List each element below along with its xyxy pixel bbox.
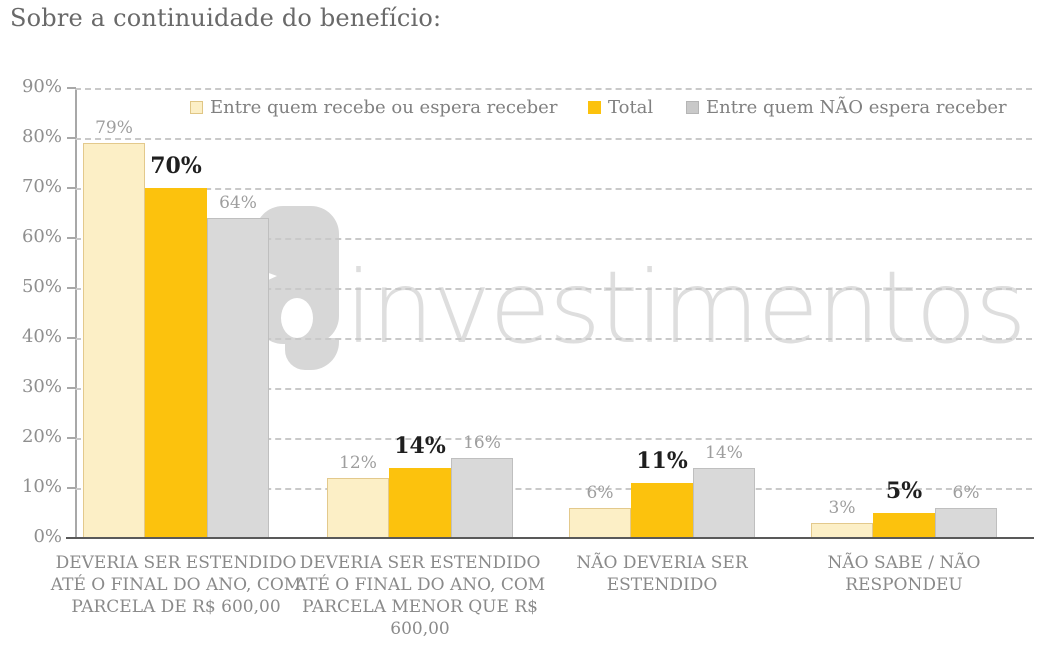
category-label-2: DEVERIA SER ESTENDIDO ATÉ O FINAL DO ANO…	[294, 553, 546, 639]
bar-recebe-cat2	[327, 478, 389, 538]
y-tick-label-50: 50%	[21, 276, 62, 297]
bar-total-cat2	[389, 468, 451, 538]
value-label: 5%	[885, 478, 923, 504]
y-axis-line	[75, 88, 77, 538]
y-tick-mark	[67, 87, 76, 89]
legend-item-nao-espera: Entre quem NÃO espera receber	[686, 97, 1007, 118]
y-tick-label-0: 0%	[33, 526, 62, 547]
gridline-90	[75, 88, 1032, 90]
legend-item-recebe: Entre quem recebe ou espera receber	[190, 97, 557, 118]
y-tick-mark	[67, 437, 76, 439]
category-label-3: NÃO DEVERIA SER ESTENDIDO	[576, 553, 748, 595]
legend-label-total: Total	[608, 97, 654, 118]
bar-recebe-cat1	[83, 143, 145, 538]
bar-recebe-cat4	[811, 523, 873, 538]
value-label: 12%	[339, 453, 377, 473]
category-label-1: DEVERIA SER ESTENDIDO ATÉ O FINAL DO ANO…	[50, 553, 302, 617]
gridline-80	[75, 138, 1032, 140]
bar-nao-espera-cat2	[451, 458, 513, 538]
legend-swatch-total	[588, 101, 601, 114]
chart-title: Sobre a continuidade do benefício:	[10, 4, 442, 32]
y-tick-label-20: 20%	[21, 426, 62, 447]
bar-nao-espera-cat1	[207, 218, 269, 538]
value-label: 14%	[394, 433, 446, 459]
gridline-60	[75, 238, 1032, 240]
bar-total-cat1	[145, 188, 207, 538]
value-label: 11%	[636, 448, 688, 474]
legend-label-recebe: Entre quem recebe ou espera receber	[210, 97, 558, 118]
gridline-10	[75, 488, 1032, 490]
bar-total-cat4	[873, 513, 935, 538]
y-tick-label-30: 30%	[21, 376, 62, 397]
bar-nao-espera-cat4	[935, 508, 997, 538]
gridline-30	[75, 388, 1032, 390]
bar-total-cat3	[631, 483, 693, 538]
value-label: 14%	[705, 443, 743, 463]
y-tick-mark	[67, 237, 76, 239]
bar-recebe-cat3	[569, 508, 631, 538]
value-label: 6%	[586, 483, 614, 503]
y-tick-mark	[67, 187, 76, 189]
value-label: 70%	[150, 153, 202, 179]
y-tick-mark	[67, 487, 76, 489]
gridline-40	[75, 338, 1032, 340]
bar-nao-espera-cat3	[693, 468, 755, 538]
value-label: 79%	[95, 118, 133, 138]
value-label: 16%	[463, 433, 501, 453]
value-label: 6%	[952, 483, 980, 503]
y-tick-label-10: 10%	[21, 476, 62, 497]
y-tick-mark	[67, 387, 76, 389]
y-tick-mark	[67, 287, 76, 289]
x-axis-line	[66, 537, 1034, 539]
gridline-20	[75, 438, 1032, 440]
category-label-4: NÃO SABE / NÃO RESPONDEU	[827, 553, 981, 595]
y-tick-mark	[67, 137, 76, 139]
y-tick-label-90: 90%	[21, 76, 62, 97]
gridline-70	[75, 188, 1032, 190]
value-label: 64%	[219, 193, 257, 213]
legend-item-total: Total	[588, 97, 653, 118]
legend-swatch-nao-espera	[686, 101, 699, 114]
value-label: 3%	[828, 498, 856, 518]
legend-label-nao-espera: Entre quem NÃO espera receber	[706, 97, 1007, 118]
y-tick-label-80: 80%	[21, 126, 62, 147]
plot-area: 79% 12% 6% 3% 70% 14% 11% 5% 64% 16% 14% 6%	[75, 88, 1032, 538]
y-tick-label-40: 40%	[21, 326, 62, 347]
y-tick-label-70: 70%	[21, 176, 62, 197]
y-tick-label-60: 60%	[21, 226, 62, 247]
gridline-50	[75, 288, 1032, 290]
y-tick-mark	[67, 337, 76, 339]
legend-swatch-recebe	[190, 101, 203, 114]
